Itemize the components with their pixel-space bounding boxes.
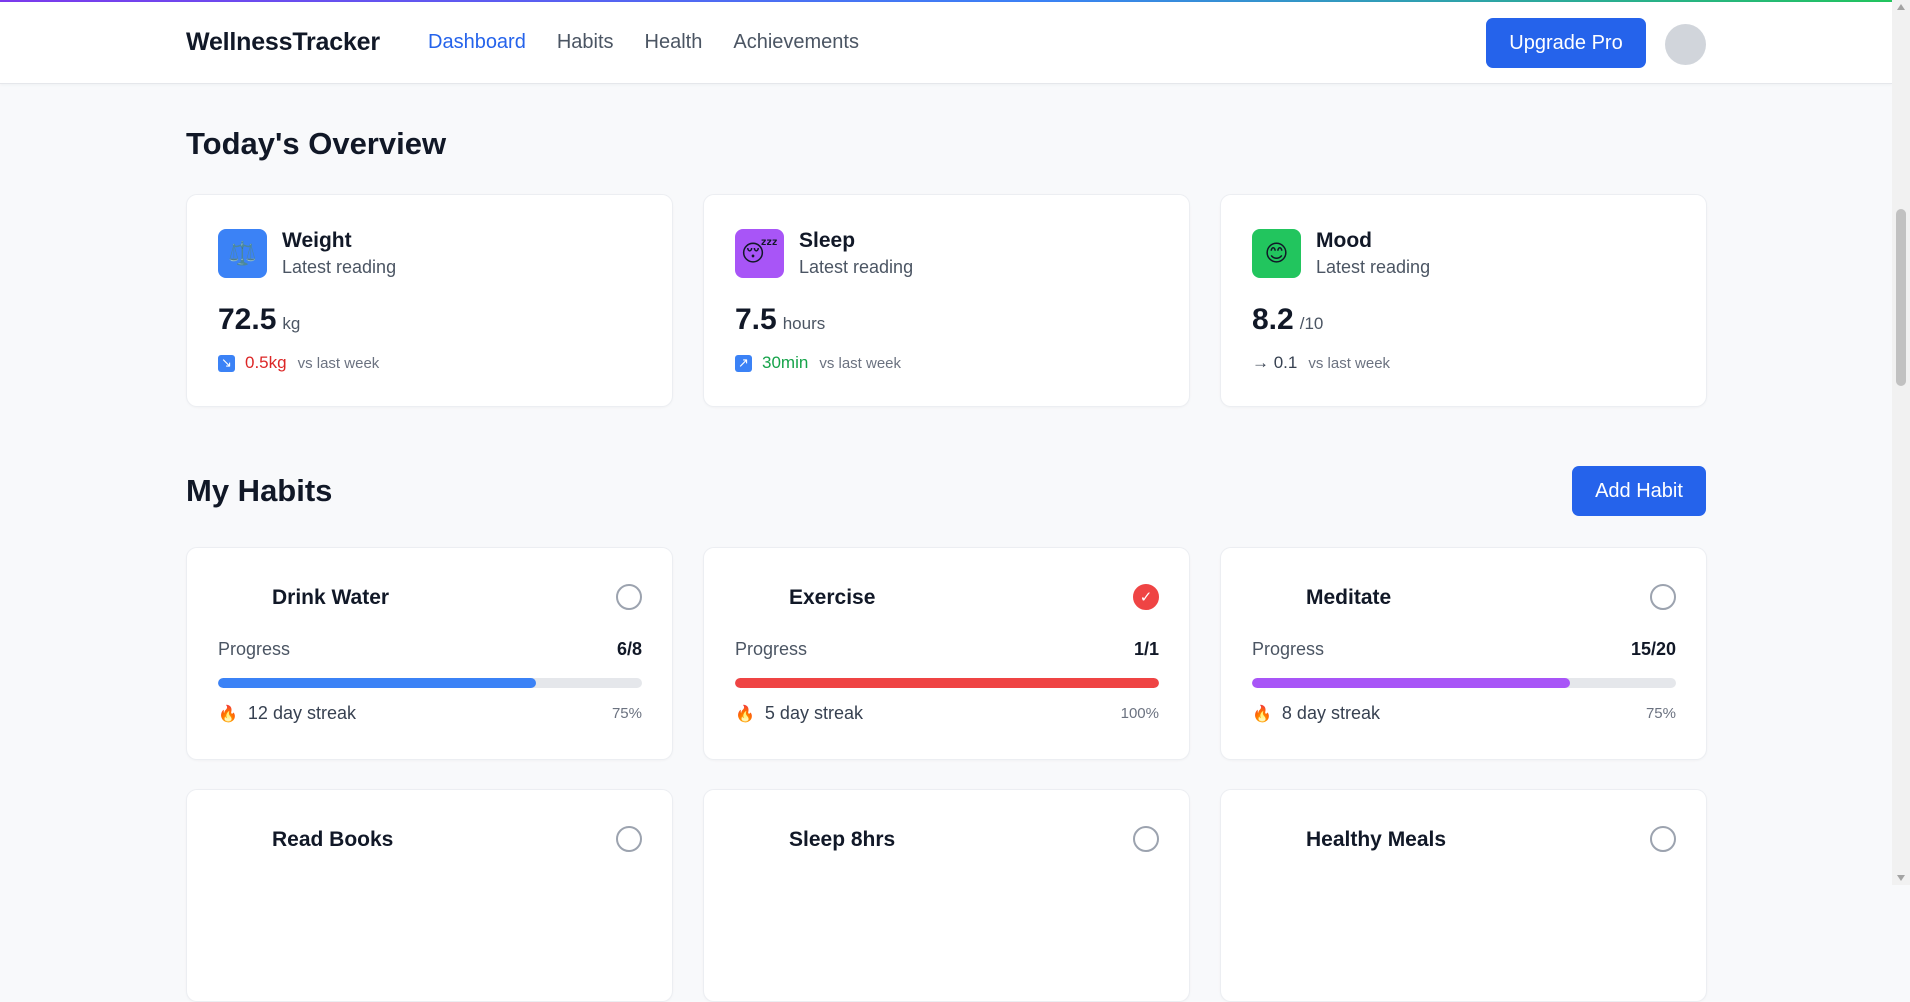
habit-name: Meditate <box>1306 586 1392 609</box>
mood-card: 😊 Mood Latest reading 8.2/10 → 0.1 vs la… <box>1220 194 1707 407</box>
change-amount: → 0.1 <box>1252 353 1298 372</box>
nav-habits[interactable]: Habits <box>556 31 614 53</box>
card-title: Sleep <box>799 229 856 252</box>
value-unit: kg <box>282 314 301 333</box>
habit-checkbox-checked[interactable]: ✓ <box>1133 584 1159 610</box>
change-amount: 30min <box>762 353 809 372</box>
progress-bar <box>1252 678 1676 688</box>
progress-percent: 75% <box>611 705 642 722</box>
habit-name: Drink Water <box>272 586 390 609</box>
main-nav: Dashboard Habits Health Achievements <box>428 31 859 54</box>
user-avatar[interactable] <box>1665 24 1706 65</box>
progress-label: Progress <box>735 639 808 659</box>
habit-card-exercise[interactable]: Exercise ✓ Progress 1/1 🔥 5 day streak 10… <box>703 547 1190 760</box>
sleep-value: 7.5 hours <box>735 303 825 337</box>
sleep-card: 😴 Sleep Latest reading 7.5 hours ↗ 30min … <box>703 194 1190 407</box>
habit-name: Read Books <box>272 828 394 851</box>
nav-achievements[interactable]: Achievements <box>733 31 859 53</box>
card-subtitle: Latest reading <box>1316 257 1431 277</box>
mood-value: 8.2/10 <box>1252 303 1323 337</box>
streak-text: 12 day streak <box>247 703 356 723</box>
scrollbar-thumb[interactable] <box>1896 209 1906 386</box>
top-header: WellnessTracker Dashboard Habits Health … <box>0 2 1892 84</box>
progress-bar-fill <box>735 678 1159 688</box>
progress-bar-fill <box>218 678 536 688</box>
progress-percent: 75% <box>1645 705 1676 722</box>
weight-card: ⚖️ Weight Latest reading 72.5 kg ↘ 0.5kg … <box>186 194 673 407</box>
value-number: 72.5 <box>218 303 277 336</box>
habit-name: Sleep 8hrs <box>789 828 896 851</box>
progress-bar <box>218 678 642 688</box>
weight-value: 72.5 kg <box>218 303 300 337</box>
streak: 🔥 8 day streak <box>1252 703 1380 724</box>
weight-change: ↘ 0.5kg vs last week <box>218 353 379 373</box>
progress-count: 1/1 <box>1133 639 1159 659</box>
upgrade-pro-button[interactable]: Upgrade Pro <box>1486 18 1646 68</box>
overview-title: Today's Overview <box>186 126 447 161</box>
flame-icon: 🔥 <box>735 705 755 723</box>
scale-icon: ⚖️ <box>218 229 267 278</box>
value-unit: /10 <box>1299 314 1324 333</box>
progress-bar <box>735 678 1159 688</box>
flame-icon: 🔥 <box>1252 705 1272 723</box>
add-habit-button[interactable]: Add Habit <box>1572 466 1706 516</box>
trend-up-icon: ↗ <box>735 354 752 372</box>
progress-count: 6/8 <box>616 639 642 659</box>
card-subtitle: Latest reading <box>799 257 914 277</box>
change-comparison: vs last week <box>1308 354 1391 372</box>
streak-text: 5 day streak <box>764 703 863 723</box>
brand-logo[interactable]: WellnessTracker <box>186 28 380 56</box>
sleep-change: ↗ 30min vs last week <box>735 353 901 373</box>
progress-bar-fill <box>1252 678 1570 688</box>
habits-title: My Habits <box>186 473 333 508</box>
progress-label: Progress <box>1252 639 1325 659</box>
change-comparison: vs last week <box>297 354 380 372</box>
card-subtitle: Latest reading <box>282 257 397 277</box>
value-unit: hours <box>782 314 826 333</box>
progress-count: 15/20 <box>1630 639 1676 659</box>
change-amount: 0.5kg <box>245 353 287 372</box>
habit-checkbox[interactable] <box>616 826 642 852</box>
card-title: Mood <box>1316 229 1372 252</box>
scroll-up-arrow-icon[interactable] <box>1897 4 1905 10</box>
habit-name: Exercise <box>789 586 876 609</box>
habit-name: Healthy Meals <box>1306 828 1447 851</box>
value-number: 7.5 <box>735 303 777 336</box>
scroll-down-arrow-icon[interactable] <box>1897 875 1905 881</box>
progress-percent: 100% <box>1120 705 1159 722</box>
change-comparison: vs last week <box>819 354 902 372</box>
habit-card-drink-water[interactable]: Drink Water Progress 6/8 🔥 12 day streak … <box>186 547 673 760</box>
habit-card-healthy-meals[interactable]: Healthy Meals <box>1220 789 1707 1002</box>
habit-checkbox[interactable] <box>616 584 642 610</box>
streak: 🔥 5 day streak <box>735 703 863 724</box>
progress-label: Progress <box>218 639 291 659</box>
sleeping-face-icon: 😴 <box>735 229 784 278</box>
nav-dashboard[interactable]: Dashboard <box>428 31 526 53</box>
flame-icon: 🔥 <box>218 705 238 723</box>
card-title: Weight <box>282 229 352 252</box>
habit-checkbox[interactable] <box>1133 826 1159 852</box>
gradient-top-line <box>0 0 1892 2</box>
page-scrollbar[interactable] <box>1892 0 1910 885</box>
streak: 🔥 12 day streak <box>218 703 356 724</box>
trend-down-icon: ↘ <box>218 354 235 372</box>
nav-health[interactable]: Health <box>644 31 703 53</box>
habit-card-read-books[interactable]: Read Books <box>186 789 673 1002</box>
smile-icon: 😊 <box>1252 229 1301 278</box>
habit-card-sleep-8hrs[interactable]: Sleep 8hrs <box>703 789 1190 1002</box>
value-number: 8.2 <box>1252 303 1294 336</box>
mood-change: → 0.1 vs last week <box>1252 353 1390 373</box>
habit-checkbox[interactable] <box>1650 584 1676 610</box>
habit-card-meditate[interactable]: Meditate Progress 15/20 🔥 8 day streak 75… <box>1220 547 1707 760</box>
habit-checkbox[interactable] <box>1650 826 1676 852</box>
streak-text: 8 day streak <box>1281 703 1380 723</box>
